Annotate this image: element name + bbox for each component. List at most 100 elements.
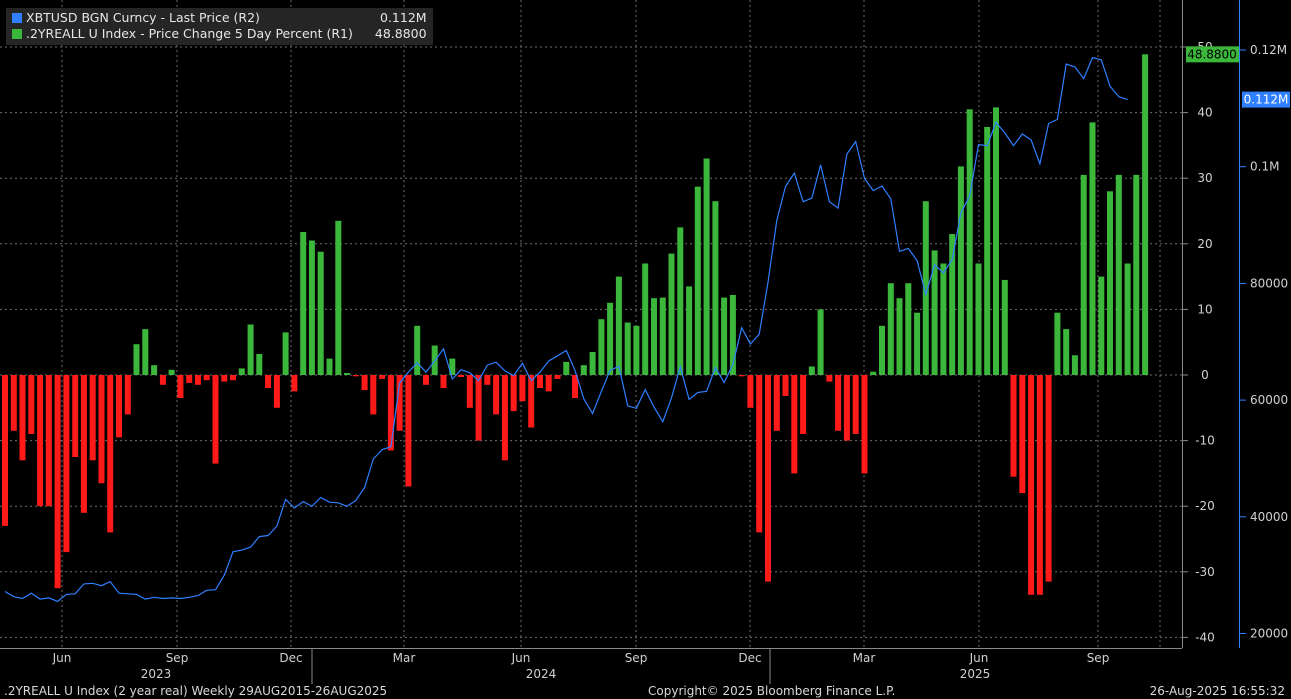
r1-tick-label: -10 <box>1195 434 1215 448</box>
bar <box>808 366 815 375</box>
legend-swatch-blue <box>12 13 22 23</box>
bar <box>879 325 885 375</box>
bar <box>1133 174 1140 375</box>
bar <box>984 127 991 375</box>
bar <box>212 375 219 464</box>
bar <box>98 375 105 484</box>
bar <box>572 375 578 398</box>
bar <box>791 375 798 474</box>
line-series <box>4 56 1128 603</box>
bar <box>694 186 701 375</box>
bar <box>940 263 947 375</box>
x-month-label: Sep <box>1087 651 1110 665</box>
bar <box>615 276 622 375</box>
x-month-label: Dec <box>279 651 302 665</box>
legend-value: 48.8800 <box>374 26 427 41</box>
legend-value: 0.112M <box>380 10 427 25</box>
bar <box>1089 122 1096 376</box>
bar <box>273 375 280 408</box>
bar <box>1115 174 1122 375</box>
r2-tick-label: 80000 <box>1250 276 1288 290</box>
x-month-label: Mar <box>393 651 416 665</box>
bar <box>45 375 52 507</box>
bar <box>545 375 552 392</box>
bar-series <box>2 54 1149 595</box>
bar <box>1010 375 1017 477</box>
bar <box>852 375 859 434</box>
bar <box>703 158 710 375</box>
bar <box>344 373 350 375</box>
bar <box>1080 174 1087 375</box>
bar <box>361 375 368 391</box>
bar <box>1071 355 1078 375</box>
bar <box>887 283 894 375</box>
r2-tick-label: 0.1M <box>1250 160 1279 174</box>
bar <box>142 329 149 375</box>
bar <box>396 375 403 431</box>
bar <box>124 375 131 415</box>
bar <box>501 375 508 461</box>
bar <box>729 295 736 375</box>
bar <box>563 361 570 375</box>
bar <box>1054 312 1061 375</box>
bar <box>624 322 631 375</box>
bar <box>247 324 254 375</box>
bar <box>72 375 79 457</box>
bar <box>414 325 421 375</box>
bar <box>800 375 807 434</box>
r2-tick-label: 0.12M <box>1250 43 1287 57</box>
x-year-label: 2025 <box>960 667 991 681</box>
r1-tick-label: 30 <box>1197 171 1212 185</box>
bar <box>598 319 605 375</box>
bar <box>1098 276 1105 375</box>
bar <box>89 375 96 461</box>
bar <box>975 263 982 375</box>
bar <box>914 312 921 375</box>
bar <box>326 358 333 375</box>
bar <box>484 375 491 385</box>
bar <box>54 375 61 589</box>
bar <box>194 375 201 385</box>
bar <box>1028 375 1035 595</box>
bar <box>159 375 166 385</box>
r1-tick-label: 40 <box>1197 106 1212 120</box>
bar <box>580 365 587 375</box>
x-month-label: Sep <box>166 651 189 665</box>
bar <box>133 344 140 375</box>
legend-swatch-green <box>12 29 22 39</box>
legend-item-real-yield: .2YREALL U Index - Price Change 5 Day Pe… <box>12 26 427 42</box>
bar <box>230 375 236 381</box>
bar <box>651 298 657 375</box>
bar <box>493 375 500 415</box>
bar <box>291 375 298 392</box>
bar <box>186 375 193 383</box>
x-month-label: Mar <box>853 651 876 665</box>
bar <box>1019 375 1026 494</box>
bar <box>379 375 386 379</box>
bar <box>949 234 956 375</box>
bar <box>519 375 526 402</box>
bar <box>37 375 44 507</box>
bar <box>826 375 833 382</box>
r2-tick-label: 20000 <box>1250 627 1288 641</box>
bar <box>203 375 210 381</box>
bar <box>238 368 245 375</box>
bar <box>151 365 158 375</box>
bar <box>607 302 614 375</box>
x-month-label: Jun <box>511 651 531 665</box>
bar <box>449 358 456 375</box>
bar <box>843 375 850 441</box>
bar <box>861 375 868 474</box>
r2-last-value-label: 0.112M <box>1244 93 1289 107</box>
bar <box>931 250 938 375</box>
x-year-label: 2023 <box>141 667 172 681</box>
bar <box>352 375 359 377</box>
bar <box>905 283 912 375</box>
bar <box>668 253 675 375</box>
bar <box>993 107 999 376</box>
bar <box>966 109 973 376</box>
bar <box>659 297 666 375</box>
bar <box>265 375 272 389</box>
bar <box>896 298 903 375</box>
